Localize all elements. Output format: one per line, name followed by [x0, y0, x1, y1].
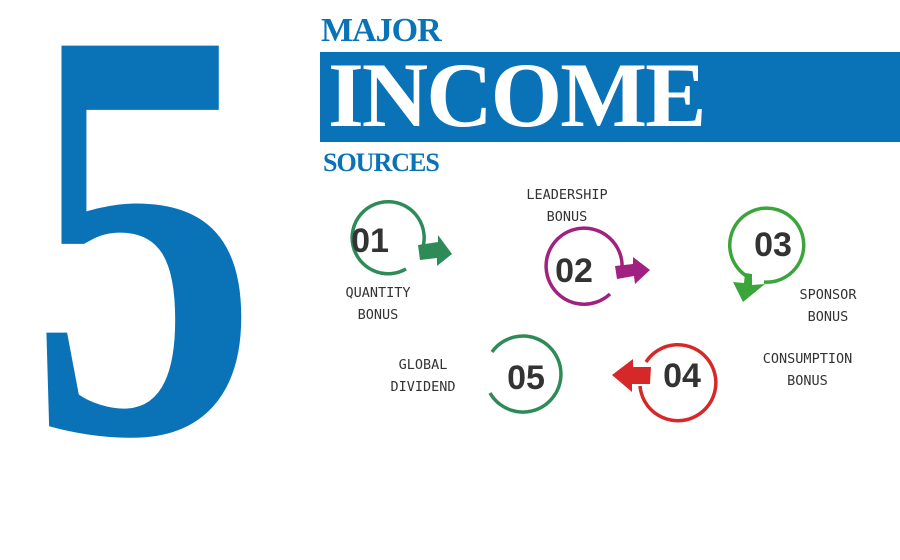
- source-05-label-line2: DIVIDEND: [390, 379, 456, 395]
- source-02-label-line1: LEADERSHIP: [526, 187, 608, 203]
- title-band: [320, 52, 900, 142]
- source-04-label-line2: BONUS: [787, 373, 828, 389]
- source-01-number: 01: [351, 222, 389, 260]
- source-02-label-line2: BONUS: [546, 209, 588, 225]
- arrow-right-icon: [615, 257, 650, 284]
- source-05-label: GLOBAL DIVIDEND: [368, 354, 478, 398]
- source-03-number: 03: [754, 226, 792, 264]
- source-01-circle: [350, 199, 452, 276]
- title-sources: SOURCES: [323, 148, 440, 177]
- source-01-label-line1: QUANTITY: [345, 285, 411, 301]
- big-number-five: 5: [28, 0, 258, 560]
- source-04-label: CONSUMPTION BONUS: [730, 348, 885, 392]
- source-03-label-line2: BONUS: [807, 309, 849, 325]
- arrow-down-icon: [733, 273, 765, 302]
- source-03-label-line1: SPONSOR: [799, 287, 857, 303]
- source-02-number: 02: [555, 252, 593, 290]
- title-income: INCOME: [328, 44, 706, 146]
- source-05-number: 05: [507, 359, 545, 397]
- source-02-label: LEADERSHIP BONUS: [502, 184, 632, 228]
- source-04-label-line1: CONSUMPTION: [762, 351, 853, 367]
- source-03-circle: [728, 206, 806, 302]
- source-04-circle: [612, 343, 718, 423]
- source-01-label: QUANTITY BONUS: [318, 282, 438, 326]
- source-05-circle: [488, 334, 563, 414]
- source-05-label-line1: GLOBAL: [398, 357, 448, 373]
- arrow-left-icon: [612, 359, 651, 392]
- title-major: MAJOR: [321, 12, 442, 49]
- arrow-right-icon: [418, 235, 452, 266]
- source-02-circle: [544, 226, 650, 306]
- source-04-number: 04: [663, 357, 701, 395]
- income-sources-graphic: [350, 199, 806, 423]
- source-03-label: SPONSOR BONUS: [768, 284, 888, 328]
- source-01-label-line2: BONUS: [357, 307, 399, 323]
